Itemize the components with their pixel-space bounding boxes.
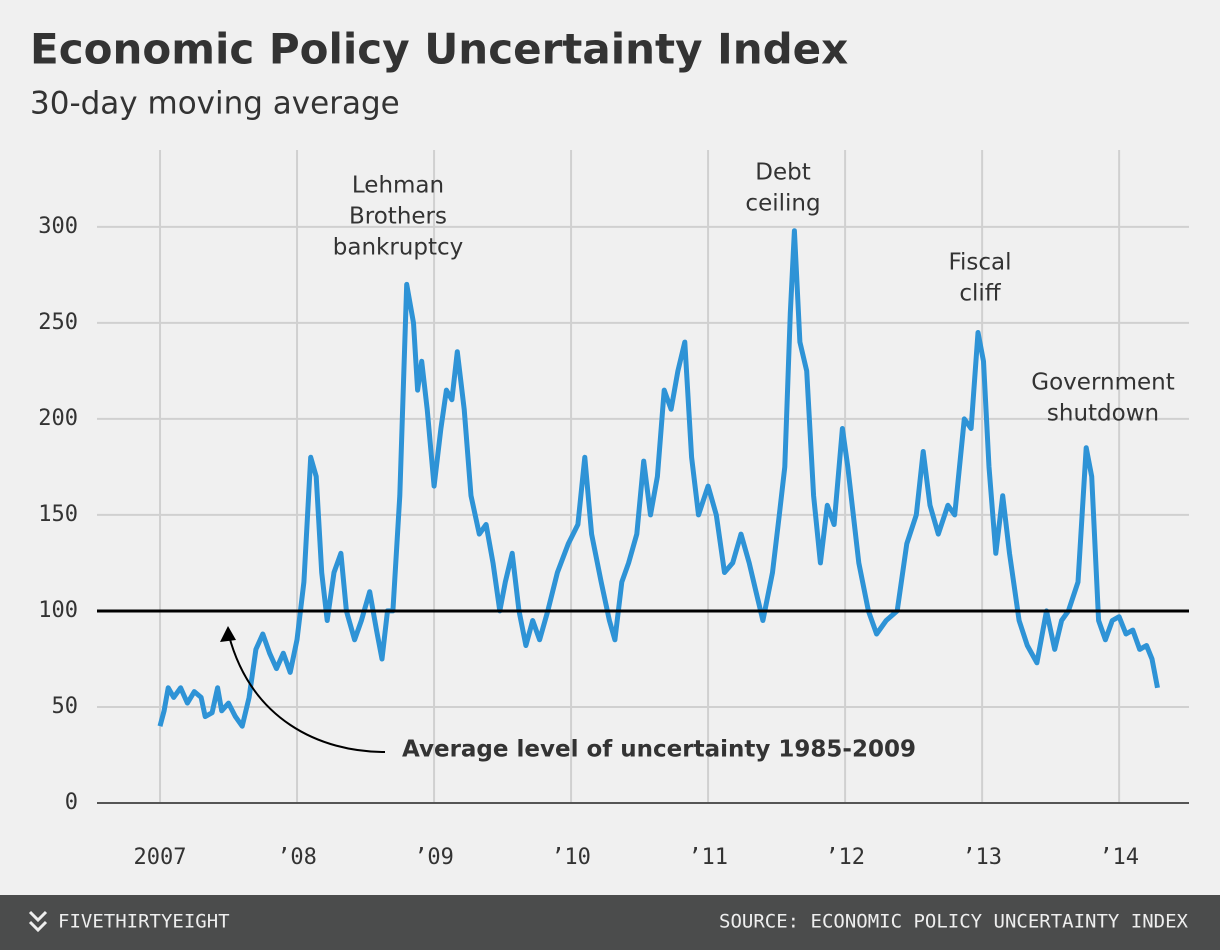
x-tick-label: ’09 <box>414 845 454 870</box>
annotation: Fiscal <box>948 250 1011 276</box>
y-tick-label: 0 <box>65 790 78 815</box>
x-tick-label: ’14 <box>1099 845 1139 870</box>
arrow <box>227 631 386 753</box>
x-tick-label: ’13 <box>962 845 1002 870</box>
y-tick-label: 200 <box>38 406 78 431</box>
x-tick-label: ’11 <box>688 845 728 870</box>
x-tick-label: ’10 <box>551 845 591 870</box>
annotation: cliff <box>959 281 1001 307</box>
annotation: Brothers <box>349 204 447 230</box>
y-tick-label: 250 <box>38 310 78 335</box>
x-tick-label: 2007 <box>134 845 187 870</box>
y-tick-label: 100 <box>38 598 78 623</box>
x-tick-label: ’08 <box>277 845 317 870</box>
reference-label: Average level of uncertainty 1985-2009 <box>402 737 916 763</box>
annotation: Debt <box>755 160 810 186</box>
y-tick-label: 150 <box>38 502 78 527</box>
y-tick-label: 50 <box>52 694 79 719</box>
x-tick-label: ’12 <box>825 845 865 870</box>
annotation: Lehman <box>352 173 444 199</box>
arrow-head <box>220 626 236 642</box>
annotation: shutdown <box>1047 401 1159 427</box>
annotation: bankruptcy <box>333 235 464 261</box>
annotation: ceiling <box>745 191 820 217</box>
y-tick-label: 300 <box>38 214 78 239</box>
footer-source: SOURCE: ECONOMIC POLICY UNCERTAINTY INDE… <box>719 911 1189 933</box>
footer-brand: FIVETHIRTYEIGHT <box>58 911 230 933</box>
footer-bar <box>0 895 1220 950</box>
annotation: Government <box>1031 370 1174 396</box>
logo-icon <box>28 910 48 933</box>
plot: 2007 ’08 ’09 ’10 ’11 ’12 ’13 ’14 0 50 100 150 200 250… <box>38 150 1189 870</box>
chart-title: Economic Policy Uncertainty Index <box>30 25 848 74</box>
data-line <box>157 228 1160 729</box>
chart-subtitle: 30-day moving average <box>30 86 400 122</box>
